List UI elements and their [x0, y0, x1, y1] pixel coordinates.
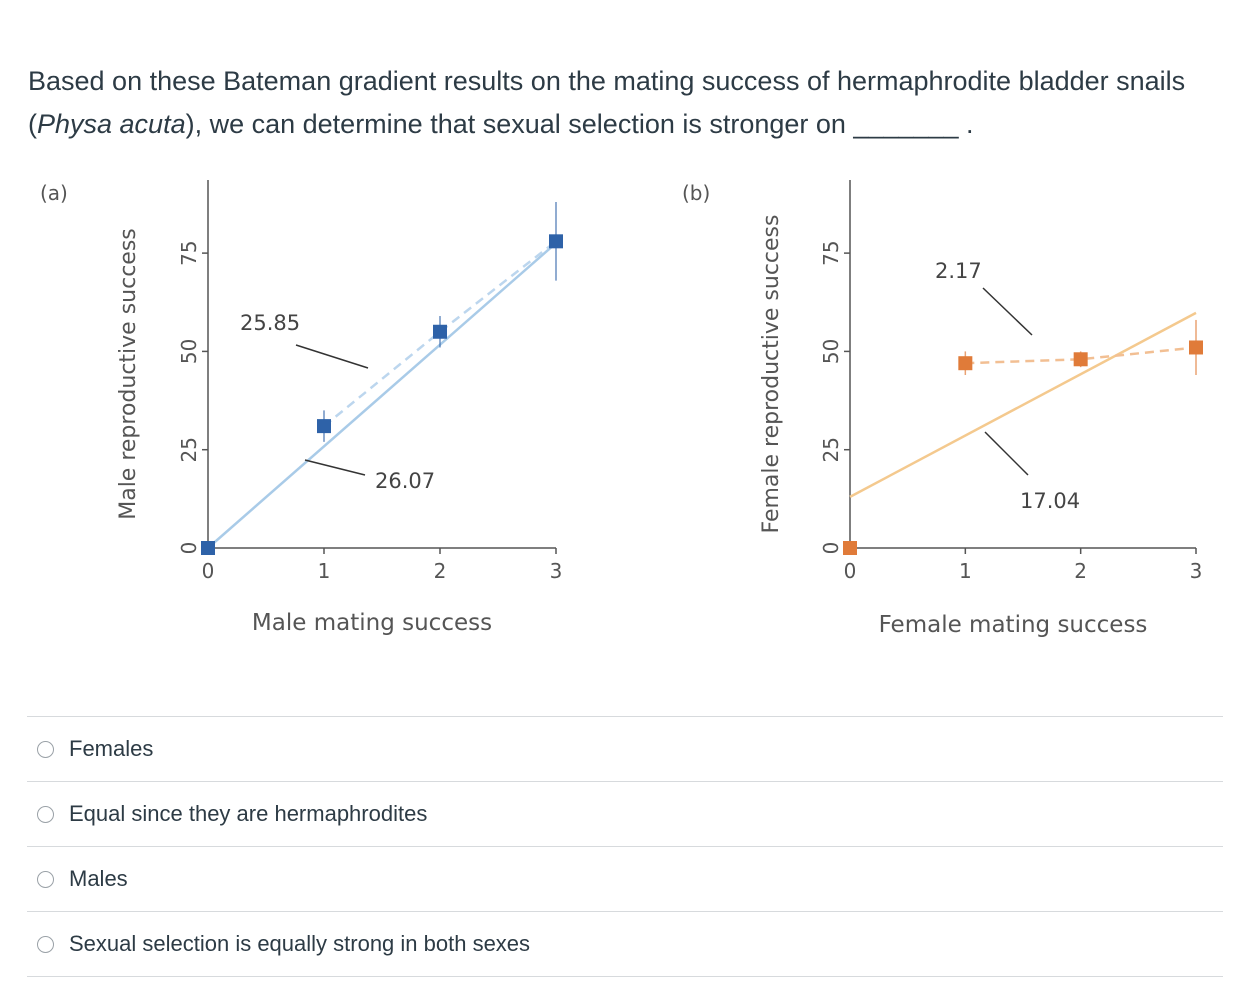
answer-option-males[interactable]: Males	[27, 846, 1223, 911]
answer-label: Equal since they are hermaphrodites	[69, 801, 428, 826]
answer-label: Females	[69, 736, 154, 761]
x-tick-label: 2	[1074, 559, 1087, 583]
annotation-label: 26.07	[375, 469, 435, 493]
panel-label: (b)	[682, 181, 710, 205]
question-text: Based on these Bateman gradient results …	[28, 60, 1228, 146]
x-tick-label: 0	[202, 559, 215, 583]
answer-option-females[interactable]: Females	[27, 716, 1223, 781]
regression-line	[849, 311, 1197, 498]
x-tick-label: 3	[1190, 559, 1203, 583]
question-text-before: Based on these Bateman gradient results …	[28, 66, 1186, 139]
radio-button[interactable]	[37, 935, 54, 953]
y-tick-label: 25	[177, 437, 201, 462]
data-point	[201, 541, 215, 555]
x-axis-label: Male mating success	[252, 610, 492, 636]
x-axis-label: Female mating success	[879, 612, 1148, 638]
annotation-leader	[984, 431, 1029, 476]
x-tick-label: 1	[959, 559, 972, 583]
y-axis-label: Female reproductive success	[759, 215, 784, 534]
bateman-gradient-figure: (a) 0 25 50 75 0 1 2 3 Male mating success Male re…	[40, 180, 1203, 638]
species-name: Physa acuta	[37, 109, 186, 139]
x-tick-label: 0	[844, 559, 857, 583]
annotation-leader	[982, 287, 1033, 336]
data-point	[317, 419, 331, 434]
panel-a-male: (a) 0 25 50 75 0 1 2 3 Male mating success Male re…	[40, 180, 563, 636]
y-tick-label: 50	[819, 339, 843, 364]
data-point	[843, 541, 857, 555]
y-tick-label: 0	[819, 542, 843, 555]
y-tick-label: 75	[177, 240, 201, 265]
x-tick-label: 2	[434, 559, 447, 583]
answer-label: Males	[69, 866, 128, 891]
y-axis-label: Male reproductive success	[116, 228, 141, 520]
panel-b-female: (b) 0 25 50 75 0 1 2 3 Female mating success Femal…	[682, 180, 1203, 638]
answer-option-equally-strong[interactable]: Sexual selection is equally strong in bo…	[27, 911, 1223, 977]
data-point	[1189, 340, 1203, 355]
data-point	[958, 356, 973, 371]
dashed-line	[965, 346, 1197, 365]
annotation-leader	[295, 344, 369, 369]
dashed-line	[323, 240, 557, 428]
y-tick-label: 0	[177, 542, 201, 555]
regression-line	[207, 242, 557, 549]
x-tick-label: 3	[550, 559, 563, 583]
data-point	[549, 234, 563, 249]
answer-list: Females Equal since they are hermaphrodi…	[27, 716, 1223, 977]
y-tick-label: 25	[819, 437, 843, 462]
question-text-after: ), we can determine that sexual selectio…	[185, 109, 974, 139]
answer-option-equal-hermaphrodites[interactable]: Equal since they are hermaphrodites	[27, 781, 1223, 846]
y-tick-label: 75	[819, 240, 843, 265]
answer-label: Sexual selection is equally strong in bo…	[69, 931, 531, 956]
x-tick-label: 1	[318, 559, 331, 583]
data-point	[433, 324, 447, 339]
radio-button[interactable]	[37, 740, 54, 758]
annotation-label: 2.17	[935, 259, 982, 283]
radio-button[interactable]	[37, 870, 54, 888]
annotation-label: 17.04	[1020, 489, 1080, 513]
radio-button[interactable]	[37, 805, 54, 823]
annotation-label: 25.85	[240, 311, 300, 335]
data-point	[1073, 352, 1088, 367]
annotation-leader	[304, 459, 366, 476]
y-tick-label: 50	[177, 339, 201, 364]
panel-label: (a)	[40, 181, 68, 205]
